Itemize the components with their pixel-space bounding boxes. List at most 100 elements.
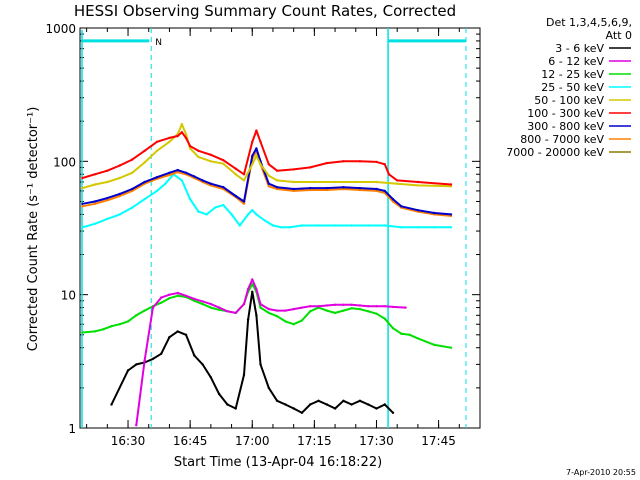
- data-point: [275, 399, 279, 402]
- y-tick-label: 100: [53, 155, 76, 169]
- data-point: [234, 167, 237, 170]
- data-point: [143, 149, 146, 152]
- data-point: [383, 163, 386, 166]
- data-point: [106, 199, 109, 202]
- data-point: [197, 155, 200, 159]
- data-point: [449, 213, 453, 216]
- data-point: [131, 171, 134, 174]
- data-point: [155, 176, 159, 179]
- plot-frame: [79, 27, 481, 429]
- data-point: [259, 306, 262, 309]
- legend-header-2: Att 0: [606, 29, 632, 42]
- data-point: [267, 386, 270, 390]
- data-point: [255, 314, 258, 317]
- data-point: [383, 189, 386, 193]
- data-point: [284, 309, 287, 312]
- data-point: [176, 294, 179, 297]
- data-point: [126, 320, 130, 323]
- data-point: [267, 174, 270, 177]
- data-point: [358, 188, 362, 192]
- data-point: [325, 403, 328, 406]
- data-point: [209, 306, 212, 309]
- data-point: [275, 169, 279, 172]
- data-point: [242, 179, 246, 182]
- data-point: [155, 140, 159, 143]
- data-point: [325, 309, 328, 312]
- legend-label: 7000 - 20000 keV: [506, 146, 604, 159]
- legend-label: 12 - 25 keV: [541, 68, 604, 81]
- data-point: [176, 134, 179, 138]
- data-point: [217, 392, 221, 396]
- data-point: [288, 226, 291, 229]
- data-point: [375, 305, 378, 308]
- data-point: [342, 309, 345, 312]
- y-axis-label: Corrected Count Rate (s⁻¹ detector⁻¹): [26, 107, 41, 352]
- data-point: [375, 160, 378, 164]
- data-point: [197, 210, 200, 213]
- data-point: [404, 306, 407, 309]
- data-point: [217, 306, 221, 309]
- data-point: [284, 320, 287, 323]
- data-point: [309, 403, 312, 406]
- data-point: [367, 310, 370, 313]
- data-point: [131, 158, 134, 161]
- data-point: [209, 376, 212, 379]
- data-point: [271, 224, 275, 227]
- data-point: [292, 189, 295, 193]
- data-point: [259, 302, 262, 306]
- data-point: [135, 363, 138, 366]
- data-point: [184, 171, 188, 174]
- y-tick-label: 1000: [45, 22, 76, 36]
- data-point: [180, 131, 184, 134]
- data-point: [300, 319, 304, 322]
- data-point: [118, 213, 122, 216]
- plot-area: 1 10 100 1000 16:30 16:45 17:00 17:15 17:30 17:45…: [45, 22, 481, 448]
- data-point: [309, 305, 312, 308]
- data-point: [81, 205, 84, 208]
- data-point: [155, 189, 159, 193]
- data-point: [251, 163, 254, 166]
- data-point: [81, 186, 84, 190]
- data-point: [164, 182, 167, 185]
- data-point: [168, 140, 171, 143]
- data-point: [176, 170, 179, 174]
- data-point: [259, 363, 262, 366]
- data-point: [255, 287, 258, 291]
- data-point: [350, 307, 353, 310]
- data-point: [342, 186, 345, 189]
- data-point: [375, 189, 378, 193]
- data-point: [255, 129, 258, 132]
- data-point: [242, 202, 246, 205]
- data-point: [263, 219, 266, 222]
- data-point: [267, 182, 270, 185]
- legend-label: 50 - 100 keV: [534, 94, 604, 107]
- data-point: [118, 176, 122, 180]
- data-point: [201, 179, 204, 182]
- data-point: [292, 307, 295, 311]
- data-point: [251, 282, 254, 286]
- data-point: [259, 163, 262, 166]
- data-point: [375, 187, 378, 191]
- data-point: [168, 293, 171, 296]
- x-axis-label: Start Time (13-Apr-04 16:18:22): [174, 455, 382, 470]
- data-point: [93, 200, 97, 203]
- data-point: [358, 307, 362, 311]
- data-point: [168, 173, 171, 177]
- data-point: [234, 311, 237, 315]
- data-point: [209, 160, 212, 163]
- data-point: [267, 311, 270, 315]
- data-point: [168, 136, 171, 140]
- data-point: [151, 357, 155, 361]
- data-point: [300, 224, 304, 227]
- data-point: [222, 203, 225, 207]
- data-point: [246, 213, 250, 216]
- data-point: [325, 188, 328, 192]
- data-point: [433, 343, 436, 347]
- data-point: [155, 149, 159, 152]
- data-point: [193, 175, 196, 178]
- data-point: [333, 180, 337, 184]
- data-point: [201, 363, 204, 366]
- data-point: [449, 226, 453, 229]
